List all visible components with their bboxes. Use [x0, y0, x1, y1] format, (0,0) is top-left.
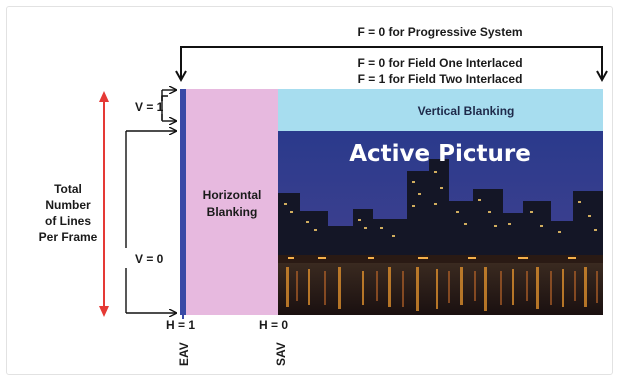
h0-label: H = 0	[259, 318, 289, 332]
active-picture-label: Active Picture	[349, 141, 531, 167]
v0-label: V = 0	[135, 252, 164, 266]
total-lines-line2: Number	[45, 198, 91, 212]
total-lines-label: Total Number of Lines Per Frame	[39, 181, 98, 245]
city-skyline-illustration	[278, 131, 603, 315]
v1-label: V = 1	[135, 100, 164, 114]
eav-marker-bar	[180, 89, 186, 315]
f-progressive-label: F = 0 for Progressive System	[357, 25, 523, 39]
horizontal-blanking-line2: Blanking	[206, 205, 258, 219]
total-lines-line4: Per Frame	[38, 230, 98, 244]
eav-label: EAV	[177, 342, 191, 366]
h1-label: H = 1	[166, 318, 196, 332]
horizontal-blanking-region	[186, 89, 278, 315]
f-field-two-label: F = 1 for Field Two Interlaced	[357, 72, 523, 86]
horizontal-blanking-line1: Horizontal	[202, 188, 262, 202]
vertical-blanking-label: Vertical Blanking	[417, 104, 515, 118]
total-lines-line1: Total	[54, 182, 82, 196]
vertical-blanking-region	[278, 89, 603, 131]
horizontal-blanking-label: Horizontal Blanking	[203, 187, 262, 221]
active-picture-image	[278, 131, 603, 315]
total-lines-line3: of Lines	[44, 214, 92, 228]
f-field-one-label: F = 0 for Field One Interlaced	[357, 56, 523, 70]
sav-label: SAV	[274, 342, 288, 366]
diagram-frame	[6, 6, 613, 375]
